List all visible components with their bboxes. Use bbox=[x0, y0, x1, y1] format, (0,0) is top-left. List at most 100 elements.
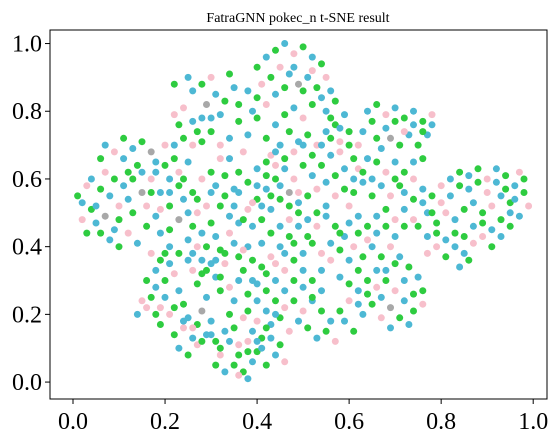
scatter-point bbox=[216, 155, 224, 163]
scatter-point bbox=[143, 222, 151, 230]
scatter-point bbox=[373, 212, 381, 220]
scatter-point bbox=[502, 185, 510, 193]
scatter-point bbox=[180, 175, 187, 183]
scatter-point bbox=[345, 219, 353, 227]
scatter-point bbox=[272, 90, 279, 98]
scatter-point bbox=[308, 293, 316, 301]
scatter-point bbox=[203, 101, 210, 108]
scatter-point bbox=[400, 114, 408, 122]
scatter-point bbox=[419, 117, 427, 125]
scatter-point bbox=[239, 314, 247, 322]
scatter-point bbox=[341, 165, 348, 173]
scatter-point bbox=[129, 145, 137, 152]
scatter-point bbox=[120, 155, 128, 163]
scatter-point bbox=[341, 111, 348, 119]
scatter-point bbox=[419, 287, 427, 295]
scatter-point bbox=[299, 307, 307, 315]
scatter-point bbox=[253, 337, 261, 345]
scatter-point bbox=[115, 202, 123, 210]
scatter-point bbox=[354, 287, 362, 295]
scatter-point bbox=[423, 249, 431, 257]
scatter-point bbox=[189, 324, 197, 332]
scatter-point bbox=[502, 172, 510, 180]
scatter-point bbox=[110, 148, 118, 156]
scatter-point bbox=[428, 121, 436, 129]
scatter-point bbox=[285, 233, 293, 240]
scatter-point bbox=[253, 63, 261, 71]
x-tick-label: 1.0 bbox=[518, 409, 548, 435]
scatter-point bbox=[83, 182, 91, 190]
scatter-point bbox=[281, 111, 289, 119]
scatter-point bbox=[138, 297, 146, 305]
scatter-point bbox=[184, 351, 192, 359]
scatter-point bbox=[465, 185, 473, 193]
scatter-point bbox=[180, 317, 187, 325]
x-axis: 0.0 0.2 0.4 0.6 0.8 1.0 bbox=[58, 399, 548, 435]
scatter-point bbox=[262, 361, 270, 369]
scatter-point bbox=[327, 239, 335, 247]
scatter-point bbox=[414, 141, 422, 149]
scatter-point bbox=[212, 233, 220, 240]
scatter-point bbox=[175, 121, 183, 129]
scatter-point bbox=[410, 158, 417, 166]
scatter-point bbox=[304, 73, 312, 81]
x-tick-label: 0.4 bbox=[242, 409, 272, 435]
scatter-point bbox=[115, 243, 123, 251]
scatter-point bbox=[400, 222, 408, 230]
scatter-point bbox=[290, 148, 298, 156]
scatter-point bbox=[451, 229, 459, 237]
scatter-point bbox=[511, 195, 519, 203]
y-tick-label: 0.6 bbox=[12, 167, 42, 193]
scatter-point bbox=[308, 67, 316, 75]
scatter-point bbox=[216, 351, 224, 359]
scatter-point bbox=[198, 307, 206, 315]
plot-area-frame bbox=[49, 29, 548, 400]
scatter-point bbox=[138, 138, 146, 146]
scatter-point bbox=[290, 104, 298, 112]
scatter-point bbox=[276, 63, 284, 71]
scatter-point bbox=[391, 287, 399, 295]
scatter-point bbox=[391, 233, 399, 240]
scatter-point bbox=[423, 233, 431, 240]
scatter-point bbox=[221, 249, 229, 257]
scatter-point bbox=[267, 334, 275, 342]
scatter-point bbox=[387, 324, 394, 332]
scatter-point bbox=[308, 53, 316, 61]
scatter-point bbox=[304, 131, 312, 139]
scatter-point bbox=[133, 239, 141, 247]
scatter-point bbox=[156, 229, 164, 237]
scatter-point bbox=[382, 111, 390, 119]
scatter-point bbox=[212, 256, 220, 264]
scatter-point bbox=[207, 73, 215, 81]
scatter-point bbox=[313, 185, 321, 193]
scatter-point bbox=[230, 239, 238, 247]
scatter-point bbox=[465, 256, 473, 264]
scatter-point bbox=[492, 178, 500, 186]
scatter-point bbox=[147, 189, 155, 196]
scatter-point bbox=[400, 168, 408, 176]
scatter-point bbox=[175, 216, 183, 224]
scatter-point bbox=[101, 168, 109, 176]
scatter-point bbox=[207, 128, 215, 136]
scatter-point bbox=[281, 287, 289, 295]
scatter-point bbox=[184, 158, 192, 166]
scatter-point bbox=[373, 283, 381, 291]
scatter-point bbox=[235, 371, 243, 379]
scatter-point bbox=[382, 168, 390, 176]
scatter-point bbox=[433, 243, 441, 251]
scatter-point bbox=[419, 300, 427, 308]
scatter-point bbox=[322, 128, 330, 136]
scatter-point bbox=[138, 189, 146, 196]
scatter-point bbox=[313, 209, 321, 217]
scatter-point bbox=[170, 141, 178, 149]
scatter-point bbox=[373, 229, 381, 237]
scatter-point bbox=[226, 229, 233, 237]
scatter-point bbox=[474, 178, 482, 186]
scatter-point bbox=[276, 182, 284, 190]
scatter-point bbox=[515, 168, 523, 176]
scatter-point bbox=[290, 277, 298, 284]
y-tick-label: 0.4 bbox=[12, 235, 42, 261]
x-tick-label: 0.6 bbox=[334, 409, 364, 435]
scatter-point bbox=[161, 161, 169, 169]
scatter-point bbox=[520, 189, 528, 196]
